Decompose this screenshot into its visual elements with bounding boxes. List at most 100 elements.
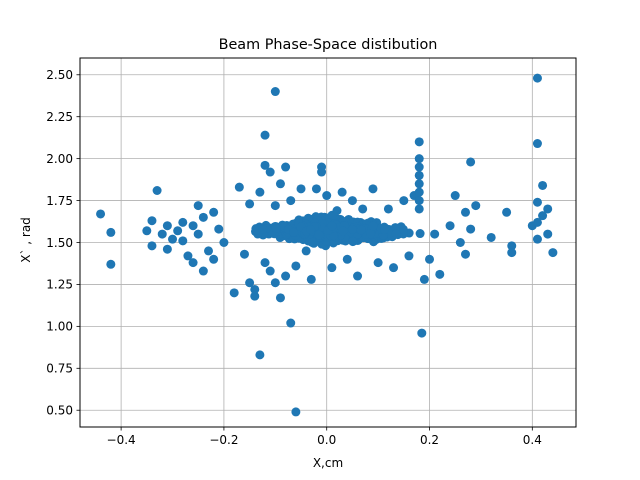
data-point xyxy=(106,259,116,269)
y-tick-label: 1.00 xyxy=(46,320,73,334)
data-point xyxy=(507,241,517,251)
data-point xyxy=(532,234,542,244)
data-point xyxy=(342,254,352,264)
data-point xyxy=(398,224,408,234)
data-point xyxy=(414,179,424,189)
data-point xyxy=(391,229,401,239)
data-point xyxy=(414,137,424,147)
data-point xyxy=(188,221,198,231)
data-point xyxy=(460,249,470,259)
data-point xyxy=(404,251,414,261)
data-point xyxy=(486,232,496,242)
data-point xyxy=(188,258,198,268)
data-point xyxy=(234,182,244,192)
y-tick-label: 1.25 xyxy=(46,278,73,292)
data-point xyxy=(548,248,558,258)
y-axis-ticks: 0.50 0.75 1.00 1.25 1.50 1.75 2.00 2.25 2.50 xyxy=(46,68,80,418)
data-point xyxy=(373,258,383,268)
data-point xyxy=(538,180,548,190)
data-point xyxy=(162,221,172,231)
y-tick-label: 1.75 xyxy=(46,194,73,208)
data-point xyxy=(322,191,332,201)
data-point xyxy=(502,207,512,217)
data-point xyxy=(435,269,445,279)
chart-title: Beam Phase-Space distibution xyxy=(219,37,438,53)
data-point xyxy=(281,271,291,281)
data-point xyxy=(275,293,285,303)
data-point xyxy=(543,204,553,214)
data-point xyxy=(265,266,275,276)
data-point xyxy=(96,209,106,219)
x-tick-label: −0.2 xyxy=(209,433,238,447)
data-point xyxy=(291,407,301,417)
data-point xyxy=(383,204,393,214)
data-point xyxy=(538,211,548,221)
data-point xyxy=(173,226,183,236)
data-point xyxy=(425,254,435,264)
data-point xyxy=(532,217,542,227)
data-point xyxy=(380,224,390,234)
data-point xyxy=(183,251,193,261)
data-point xyxy=(250,291,260,301)
data-point xyxy=(532,73,542,83)
data-point xyxy=(415,229,425,239)
data-points xyxy=(96,73,558,417)
data-point xyxy=(348,224,358,234)
data-point xyxy=(347,196,357,206)
data-point xyxy=(162,244,172,254)
data-point xyxy=(466,224,476,234)
data-point xyxy=(356,225,366,235)
data-point xyxy=(307,237,317,247)
data-point xyxy=(255,187,265,197)
data-point xyxy=(255,350,265,360)
data-point xyxy=(106,227,116,237)
data-point xyxy=(209,254,219,264)
data-point xyxy=(286,196,296,206)
data-point xyxy=(445,221,455,231)
data-point xyxy=(239,249,249,259)
data-point xyxy=(358,204,368,214)
data-point xyxy=(214,224,224,234)
data-point xyxy=(543,229,553,239)
data-point xyxy=(414,187,424,197)
data-point xyxy=(168,234,178,244)
x-axis-label: X,cm xyxy=(313,456,343,470)
data-point xyxy=(270,278,280,288)
y-tick-label: 2.25 xyxy=(46,110,73,124)
x-tick-label: −0.4 xyxy=(107,433,136,447)
data-point xyxy=(291,261,301,271)
data-point xyxy=(152,186,162,196)
y-tick-label: 2.50 xyxy=(46,68,73,82)
data-point xyxy=(219,238,229,247)
data-point xyxy=(314,230,324,240)
data-point xyxy=(327,221,337,231)
y-tick-label: 0.50 xyxy=(46,404,73,418)
data-point xyxy=(317,167,327,177)
data-point xyxy=(275,179,285,189)
data-point xyxy=(289,227,299,237)
x-tick-label: 0.4 xyxy=(523,433,542,447)
data-point xyxy=(281,162,291,172)
data-point xyxy=(147,241,157,251)
data-point xyxy=(532,139,542,149)
x-tick-label: 0.2 xyxy=(420,433,439,447)
data-point xyxy=(311,184,321,194)
data-point xyxy=(414,154,424,164)
data-point xyxy=(229,288,239,298)
data-point xyxy=(327,263,337,273)
y-tick-label: 2.00 xyxy=(46,152,73,166)
data-point xyxy=(265,167,275,177)
x-tick-label: 0.0 xyxy=(317,433,336,447)
data-point xyxy=(193,201,203,211)
data-point xyxy=(193,229,203,239)
data-point xyxy=(455,238,465,247)
data-point xyxy=(198,266,208,276)
data-point xyxy=(301,246,311,256)
data-point xyxy=(306,274,316,284)
data-point xyxy=(507,248,517,258)
data-point xyxy=(414,204,424,214)
data-point xyxy=(258,225,268,235)
data-point xyxy=(532,197,542,207)
